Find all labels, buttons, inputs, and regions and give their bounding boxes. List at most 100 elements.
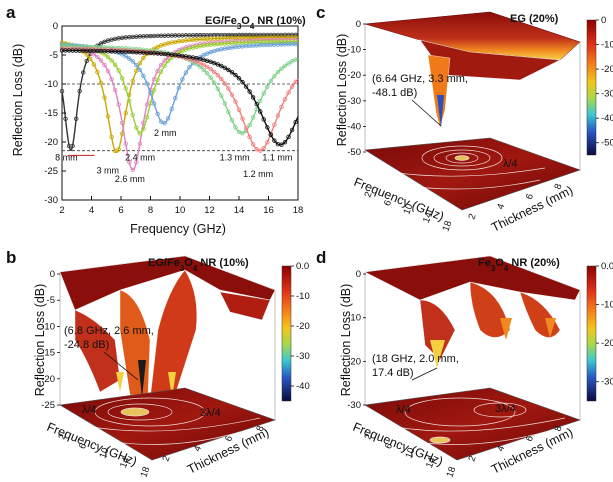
- b-ztick-label: -25: [41, 400, 55, 411]
- panel-a-series-point: [226, 86, 231, 91]
- panel-c-floor: [364, 137, 581, 211]
- panel-a-series-point: [258, 148, 263, 153]
- panel-a-series-point: [222, 65, 228, 71]
- panel-letter-a: a: [6, 3, 16, 22]
- panel-a-ytick-label: 0: [53, 21, 58, 32]
- panel-a-series-point: [275, 113, 281, 118]
- panel-a-title: EG/Fe3O4 NR (10%): [205, 15, 306, 31]
- panel-a-ytick-label: -5: [50, 50, 58, 61]
- d-ztick-label: -10: [347, 313, 361, 324]
- panel-a-xtick-label: 4: [89, 205, 94, 216]
- d-annotation-arrow: [411, 367, 438, 381]
- c-colorbar-tick-label: -10: [601, 40, 613, 51]
- panel-a-series-point: [123, 110, 128, 116]
- panel-a-series-point: [243, 84, 249, 89]
- panel-a-series-point: [116, 147, 121, 152]
- panel-a-curve-label: 2.4 mm: [125, 153, 155, 163]
- panel-a-xtick-label: 6: [118, 205, 123, 216]
- panel-c-colorbar: [586, 19, 597, 156]
- panel-a-series-point: [282, 63, 288, 69]
- panel-a-series-point: [212, 80, 217, 85]
- panel-a-ytick-label: -20: [44, 137, 58, 148]
- d-xtick-label: 2: [362, 432, 374, 441]
- panel-d-dip-tip: [430, 340, 445, 368]
- d-xtick-label: 6: [383, 442, 395, 451]
- panel-a-series-point: [119, 120, 125, 125]
- panel-a-series-point: [155, 77, 160, 82]
- panel-a-xtick-label: 18: [293, 205, 304, 216]
- panel-a-series-point: [293, 41, 298, 47]
- panel-c-contours: [389, 145, 546, 190]
- panel-a-series-point: [123, 86, 128, 91]
- c-colorbar-tick-label: -40: [601, 113, 613, 124]
- panel-a-series-point: [250, 115, 256, 120]
- panel-d-colorbar-ticks: 0.0 -10 -20 -30: [596, 261, 613, 388]
- panel-a-series-point: [98, 58, 104, 63]
- panel-a-series-point: [261, 91, 266, 96]
- b-xtick-label: 14: [118, 456, 132, 470]
- panel-a-series-point: [148, 90, 153, 96]
- d-ztick-label: -30: [347, 400, 361, 411]
- b-colorbar-tick-label: 0.0: [296, 261, 309, 272]
- panel-a-curve-labels: 8 mm 3 mm2.6 mm 2.4 mm 2 mm 1.3 mm 1.2 mm 1.1 …: [55, 128, 292, 184]
- panel-c-colorbar-ticks: 0 -10 -20 -30 -40 -50: [596, 15, 613, 149]
- panel-a-series-point: [127, 56, 132, 61]
- panel-a-series-point: [105, 114, 111, 119]
- panel-a-series-point: [265, 125, 270, 130]
- panel-a-series-point: [286, 61, 291, 66]
- d-annotation-line: 17.4 dB): [372, 367, 414, 379]
- panel-d-x-ticks: 26 10 14 18: [362, 432, 458, 479]
- panel-a-series-point: [176, 85, 182, 91]
- d-annotation-line: (18 GHz, 2.0 mm,: [372, 353, 459, 365]
- panel-a-series-point: [258, 98, 263, 104]
- panel-a-series-point: [247, 89, 252, 94]
- panel-a-series-point: [289, 59, 295, 64]
- panel-a-curve-label: 2 mm: [154, 128, 177, 138]
- panel-d-zlabel: Reflection Loss (dB): [339, 284, 353, 397]
- panel-a-series-point: [265, 139, 270, 145]
- panel-a-series-point: [229, 92, 235, 97]
- panel-c-annotation: (6.64 GHz, 3.3 mm, -48.1 dB): [372, 73, 468, 127]
- panel-c-dip-tip: [437, 95, 444, 128]
- c-ztick-label: -20: [347, 70, 361, 81]
- panel-d-floor: [364, 387, 581, 461]
- panel-b: b λ/4 3λ/4 (6.8 GHz, 2.6 mm, -24.8 dB) EG…: [6, 248, 310, 479]
- panel-a-series-point: [73, 116, 79, 121]
- panel-a-series-point: [254, 101, 259, 107]
- panel-a-series-point: [162, 63, 167, 68]
- panel-a-series-point: [102, 95, 107, 100]
- panel-c: c λ/4 (6.64 GHz, 3.3 mm, -48.1 dB) EG (20…: [316, 3, 613, 235]
- panel-a-series-point: [91, 62, 97, 67]
- panel-a-series-point: [236, 107, 242, 112]
- panel-a-series-point: [212, 69, 217, 75]
- panel-a-ytick-label: -25: [44, 166, 58, 177]
- panel-a-series-point: [293, 119, 298, 125]
- c-ztick-label: -50: [347, 147, 361, 158]
- panel-d: d λ/4 3λ/4 (18 GHz, 2.0 mm, 17.4 dB) Fe3O…: [316, 248, 613, 479]
- panel-a-series-point: [137, 131, 143, 136]
- b-annotation-arrow: [103, 351, 139, 381]
- c-ytick-label: 8: [552, 182, 564, 191]
- panel-a-series-point: [250, 95, 256, 100]
- panel-a-series-point: [204, 71, 210, 76]
- panel-a-series-point: [130, 59, 135, 64]
- panel-a-series-point: [134, 62, 139, 68]
- b-ztick-label: -20: [41, 374, 55, 385]
- panel-c-z-ticks: 0 -10 -20 -30 -40 -50: [347, 19, 366, 158]
- b-xtick-label: 6: [77, 442, 89, 451]
- panel-a-series-point: [88, 56, 93, 61]
- panel-a-series-point: [272, 73, 277, 79]
- panel-b-dip-tip: [138, 360, 146, 398]
- panel-a-curve-label: 2.6 mm: [115, 174, 145, 184]
- panel-a-series-point: [201, 67, 206, 72]
- c-xtick-label: 18: [440, 219, 454, 233]
- panel-a-series-point: [158, 69, 164, 74]
- panel-a-series-point: [233, 72, 238, 78]
- panel-a-series-point: [219, 63, 224, 69]
- panel-a-series-point: [155, 44, 160, 50]
- panel-a-series-point: [165, 116, 171, 121]
- c-ztick-label: -30: [347, 96, 361, 107]
- panel-a-series-point: [116, 68, 121, 73]
- b-colorbar-tick-label: -20: [296, 321, 310, 332]
- panel-a-series-point: [137, 141, 143, 146]
